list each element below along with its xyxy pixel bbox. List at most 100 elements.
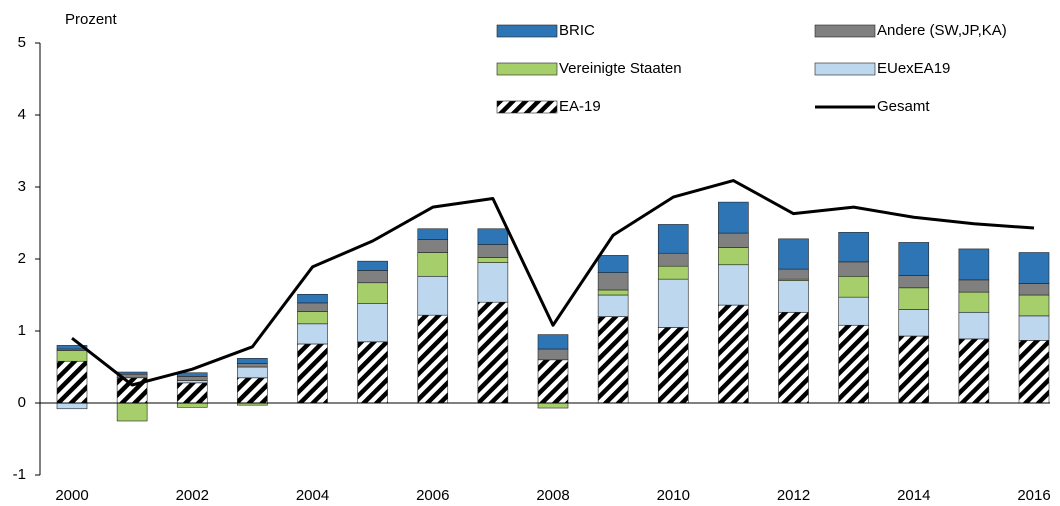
bar [657, 265, 689, 280]
bar [778, 280, 809, 313]
bar [176, 382, 208, 404]
y-tick-label: 2 [18, 250, 26, 267]
bar [537, 348, 569, 361]
bar [357, 260, 388, 271]
bar [597, 294, 629, 317]
bar [477, 301, 509, 404]
bar [116, 371, 148, 375]
bar [898, 242, 930, 276]
bar [417, 228, 449, 240]
bar [898, 309, 930, 337]
bar [176, 402, 208, 408]
x-tick-label: 2002 [176, 487, 209, 504]
bar [537, 359, 569, 404]
x-tick-label: 2014 [897, 487, 930, 504]
bar [597, 289, 629, 296]
x-tick-label: 2000 [55, 487, 88, 504]
bar [116, 402, 148, 422]
bar [357, 270, 388, 284]
bar [718, 304, 749, 404]
x-tick-label: 2016 [1017, 487, 1050, 504]
bar [838, 324, 869, 404]
bar [56, 402, 88, 410]
bar [477, 244, 509, 258]
bar [297, 343, 328, 404]
bar [1018, 252, 1050, 284]
bar [297, 323, 328, 345]
bar [597, 316, 629, 404]
bar [597, 272, 629, 291]
y-tick-label: 5 [18, 34, 26, 51]
bar [838, 261, 869, 277]
bar [838, 275, 869, 298]
bar [417, 314, 449, 404]
bar [898, 335, 930, 404]
x-tick-label: 2008 [536, 487, 569, 504]
bar [56, 345, 88, 350]
bar [1018, 340, 1050, 404]
bar [477, 262, 509, 303]
x-tick-label: 2012 [777, 487, 810, 504]
bar [1018, 283, 1050, 296]
bar [477, 228, 509, 245]
bar [237, 377, 268, 404]
bar [657, 327, 689, 404]
bar [297, 293, 328, 304]
legend-label: Gesamt [877, 98, 930, 115]
bar [417, 239, 449, 253]
bar [176, 380, 208, 384]
bar [958, 279, 990, 293]
bar [718, 232, 749, 248]
bar [237, 366, 268, 379]
bar [1018, 315, 1050, 341]
line [71, 179, 1035, 387]
x-tick-label: 2006 [416, 487, 449, 504]
y-tick-label: 3 [18, 178, 26, 195]
y-axis-label: Prozent [65, 11, 118, 28]
legend-swatch [496, 100, 558, 114]
bar [778, 311, 809, 404]
bar [297, 311, 328, 325]
bar [237, 358, 268, 364]
bar [597, 255, 629, 273]
bar [237, 363, 268, 368]
bar [297, 302, 328, 312]
y-tick-label: 1 [18, 322, 26, 339]
bar [718, 247, 749, 266]
bar [657, 278, 689, 328]
bar [718, 264, 749, 306]
bar [838, 296, 869, 326]
bar [898, 275, 930, 289]
bar [838, 232, 869, 263]
bar [657, 224, 689, 254]
bar [778, 268, 809, 280]
x-tick-label: 2010 [657, 487, 690, 504]
bar [958, 311, 990, 340]
bar [417, 252, 449, 277]
bar [1018, 294, 1050, 317]
legend-label: Vereinigte Staaten [559, 60, 682, 77]
bar [958, 248, 990, 281]
bar [537, 334, 569, 350]
bar [477, 257, 509, 263]
bar [56, 350, 88, 362]
bar [176, 376, 208, 381]
legend-label: EA-19 [559, 98, 601, 115]
x-tick-label: 2004 [296, 487, 329, 504]
legend-swatch [814, 62, 876, 76]
legend-swatch [814, 24, 876, 38]
bar [958, 291, 990, 313]
y-tick-label: 0 [18, 394, 26, 411]
legend-label: EUexEA19 [877, 60, 950, 77]
legend-swatch [496, 62, 558, 76]
bar [958, 338, 990, 404]
bar [657, 252, 689, 267]
y-tick-label: 4 [18, 106, 26, 123]
legend-swatch [496, 24, 558, 38]
bar [778, 238, 809, 270]
bar [357, 282, 388, 304]
bar [537, 402, 569, 409]
bar [898, 287, 930, 310]
bar [56, 360, 88, 404]
